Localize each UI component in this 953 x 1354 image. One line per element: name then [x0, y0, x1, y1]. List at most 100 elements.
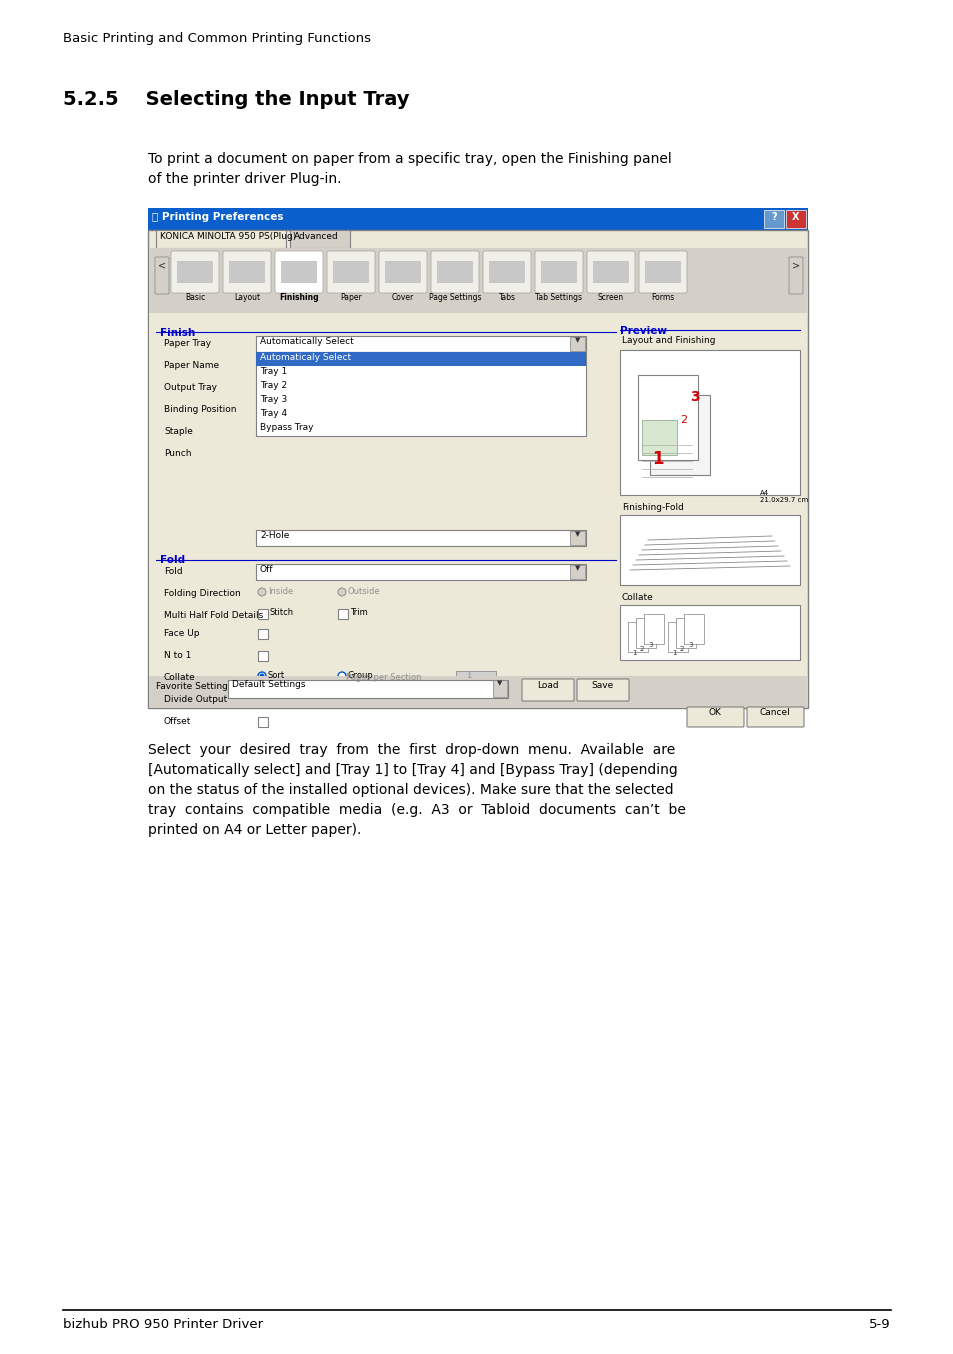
Text: 1: 1	[651, 450, 662, 468]
Text: Inside: Inside	[268, 588, 293, 596]
FancyBboxPatch shape	[257, 651, 268, 661]
Text: Select  your  desired  tray  from  the  first  drop-down  menu.  Available  are
: Select your desired tray from the first …	[148, 743, 685, 837]
FancyBboxPatch shape	[255, 352, 585, 366]
Circle shape	[257, 588, 266, 596]
FancyBboxPatch shape	[257, 630, 268, 639]
Text: >: >	[791, 260, 800, 269]
FancyBboxPatch shape	[641, 420, 677, 455]
FancyBboxPatch shape	[746, 707, 803, 727]
FancyBboxPatch shape	[228, 680, 507, 699]
FancyBboxPatch shape	[337, 609, 348, 619]
Text: Divide Output: Divide Output	[164, 695, 227, 704]
Text: Layout and Finishing: Layout and Finishing	[621, 336, 715, 345]
FancyBboxPatch shape	[593, 261, 628, 283]
FancyBboxPatch shape	[255, 565, 585, 580]
FancyBboxPatch shape	[149, 676, 806, 708]
FancyBboxPatch shape	[229, 261, 265, 283]
FancyBboxPatch shape	[643, 613, 663, 645]
Text: Cancel: Cancel	[759, 708, 789, 718]
FancyBboxPatch shape	[257, 718, 268, 727]
FancyBboxPatch shape	[639, 250, 686, 292]
FancyBboxPatch shape	[148, 230, 807, 708]
Text: 3: 3	[689, 390, 699, 403]
Text: Basic Printing and Common Printing Functions: Basic Printing and Common Printing Funct…	[63, 32, 371, 45]
Text: Bypass Tray: Bypass Tray	[260, 422, 314, 432]
Text: X: X	[791, 213, 799, 222]
Text: Paper: Paper	[340, 292, 361, 302]
FancyBboxPatch shape	[763, 210, 783, 227]
FancyBboxPatch shape	[333, 261, 369, 283]
Text: <: <	[158, 260, 166, 269]
Text: Basic: Basic	[185, 292, 205, 302]
Text: Offset: Offset	[164, 718, 192, 726]
FancyBboxPatch shape	[493, 680, 506, 697]
Text: ▼: ▼	[497, 680, 502, 686]
FancyBboxPatch shape	[385, 261, 420, 283]
FancyBboxPatch shape	[638, 375, 698, 460]
Text: Punch: Punch	[164, 450, 192, 458]
Text: 2: 2	[639, 646, 643, 653]
Text: Sort: Sort	[268, 672, 285, 680]
FancyBboxPatch shape	[649, 395, 709, 475]
Text: A4
21.0x29.7 cm: A4 21.0x29.7 cm	[760, 490, 807, 502]
FancyBboxPatch shape	[569, 565, 584, 580]
FancyBboxPatch shape	[255, 529, 585, 546]
FancyBboxPatch shape	[431, 250, 478, 292]
Text: ▼: ▼	[575, 565, 580, 571]
Text: Tray 3: Tray 3	[260, 395, 287, 403]
Text: KONICA MINOLTA 950 PS(Plug): KONICA MINOLTA 950 PS(Plug)	[160, 232, 296, 241]
FancyBboxPatch shape	[148, 209, 807, 230]
Text: Staple: Staple	[164, 427, 193, 436]
Text: OK: OK	[708, 708, 720, 718]
Text: 2: 2	[679, 414, 686, 425]
Text: Trim: Trim	[350, 608, 367, 617]
FancyBboxPatch shape	[569, 531, 584, 546]
FancyBboxPatch shape	[149, 313, 806, 708]
Text: Tab Settings: Tab Settings	[535, 292, 582, 302]
Text: 1: 1	[465, 672, 471, 680]
FancyBboxPatch shape	[290, 230, 350, 248]
FancyBboxPatch shape	[482, 250, 531, 292]
Text: Automaticaly Select: Automaticaly Select	[260, 353, 351, 362]
Text: ▼: ▼	[575, 337, 580, 343]
FancyBboxPatch shape	[223, 250, 271, 292]
Text: Multi Half Fold Details: Multi Half Fold Details	[164, 611, 263, 620]
Text: Screen: Screen	[598, 292, 623, 302]
Text: Binding Position: Binding Position	[164, 405, 236, 414]
Text: Collate: Collate	[164, 673, 195, 682]
FancyBboxPatch shape	[577, 678, 628, 701]
FancyBboxPatch shape	[785, 210, 805, 227]
Text: 3: 3	[647, 642, 652, 649]
FancyBboxPatch shape	[619, 349, 800, 496]
Circle shape	[257, 672, 266, 680]
Text: 5.2.5    Selecting the Input Tray: 5.2.5 Selecting the Input Tray	[63, 89, 409, 110]
Text: Forms: Forms	[651, 292, 674, 302]
Text: Group: Group	[348, 672, 374, 680]
Text: Finishing: Finishing	[279, 292, 318, 302]
FancyBboxPatch shape	[521, 678, 574, 701]
FancyBboxPatch shape	[436, 261, 473, 283]
Text: ▼: ▼	[575, 531, 580, 538]
FancyBboxPatch shape	[788, 257, 802, 294]
Text: Finishing-Fold: Finishing-Fold	[621, 502, 683, 512]
Circle shape	[337, 672, 346, 680]
FancyBboxPatch shape	[456, 672, 496, 684]
Text: Tabs: Tabs	[498, 292, 515, 302]
Text: Off: Off	[260, 565, 274, 574]
Text: 3: 3	[687, 642, 692, 649]
FancyBboxPatch shape	[156, 230, 286, 248]
Text: Tray 2: Tray 2	[260, 380, 287, 390]
FancyBboxPatch shape	[255, 352, 585, 436]
Text: 1: 1	[631, 650, 636, 655]
FancyBboxPatch shape	[327, 250, 375, 292]
Text: Advanced: Advanced	[294, 232, 338, 241]
FancyBboxPatch shape	[274, 250, 323, 292]
Text: Finish: Finish	[160, 328, 195, 338]
Text: N to 1: N to 1	[164, 651, 192, 659]
FancyBboxPatch shape	[149, 248, 806, 313]
Text: Paper Name: Paper Name	[164, 362, 219, 370]
Text: Fold: Fold	[164, 567, 182, 575]
Text: Preview: Preview	[619, 326, 666, 336]
Text: bizhub PRO 950 Printer Driver: bizhub PRO 950 Printer Driver	[63, 1317, 263, 1331]
FancyBboxPatch shape	[489, 261, 524, 283]
